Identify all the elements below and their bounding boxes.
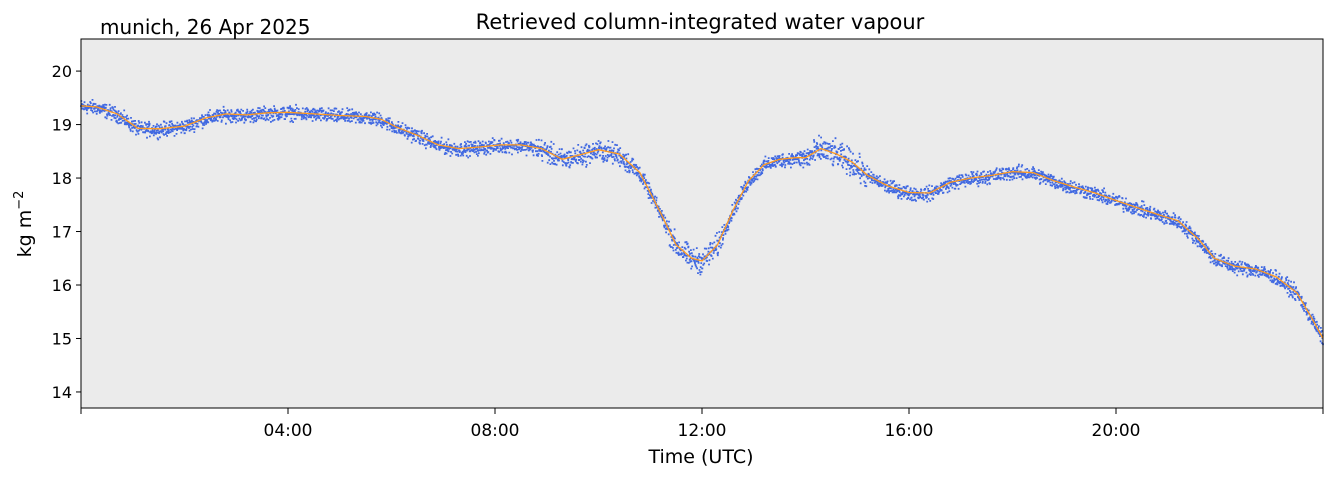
smoothed-series-line bbox=[80, 105, 1324, 339]
y-tick-label: 17 bbox=[52, 223, 72, 242]
y-axis-label: kg m−2 bbox=[12, 191, 36, 258]
chart-title: Retrieved column-integrated water vapour bbox=[476, 10, 925, 34]
location-date-label: munich, 26 Apr 2025 bbox=[100, 15, 310, 39]
x-axis-ticks: 04:00 08:00 12:00 16:00 20:00 bbox=[80, 408, 1324, 441]
y-tick-label: 15 bbox=[52, 329, 72, 348]
y-tick-label: 20 bbox=[52, 62, 72, 81]
x-axis-label: Time (UTC) bbox=[647, 446, 753, 468]
y-axis-label-base: kg m bbox=[14, 210, 36, 258]
y-axis-label-exponent: −2 bbox=[12, 191, 27, 210]
y-tick-label: 19 bbox=[52, 116, 72, 135]
measurement-points-path bbox=[80, 99, 1324, 346]
x-tick-label: 08:00 bbox=[471, 421, 520, 441]
x-tick-label: 12:00 bbox=[678, 421, 727, 441]
x-tick-label: 04:00 bbox=[264, 421, 313, 441]
y-tick-label: 18 bbox=[52, 169, 72, 188]
y-tick-label: 14 bbox=[52, 383, 72, 402]
x-tick-label: 20:00 bbox=[1092, 421, 1141, 441]
y-axis-ticks: 14 15 16 17 18 19 20 bbox=[52, 62, 81, 402]
plot-area bbox=[81, 39, 1323, 408]
y-tick-label: 16 bbox=[52, 276, 72, 295]
measurement-points bbox=[80, 99, 1324, 346]
x-tick-label: 16:00 bbox=[885, 421, 934, 441]
